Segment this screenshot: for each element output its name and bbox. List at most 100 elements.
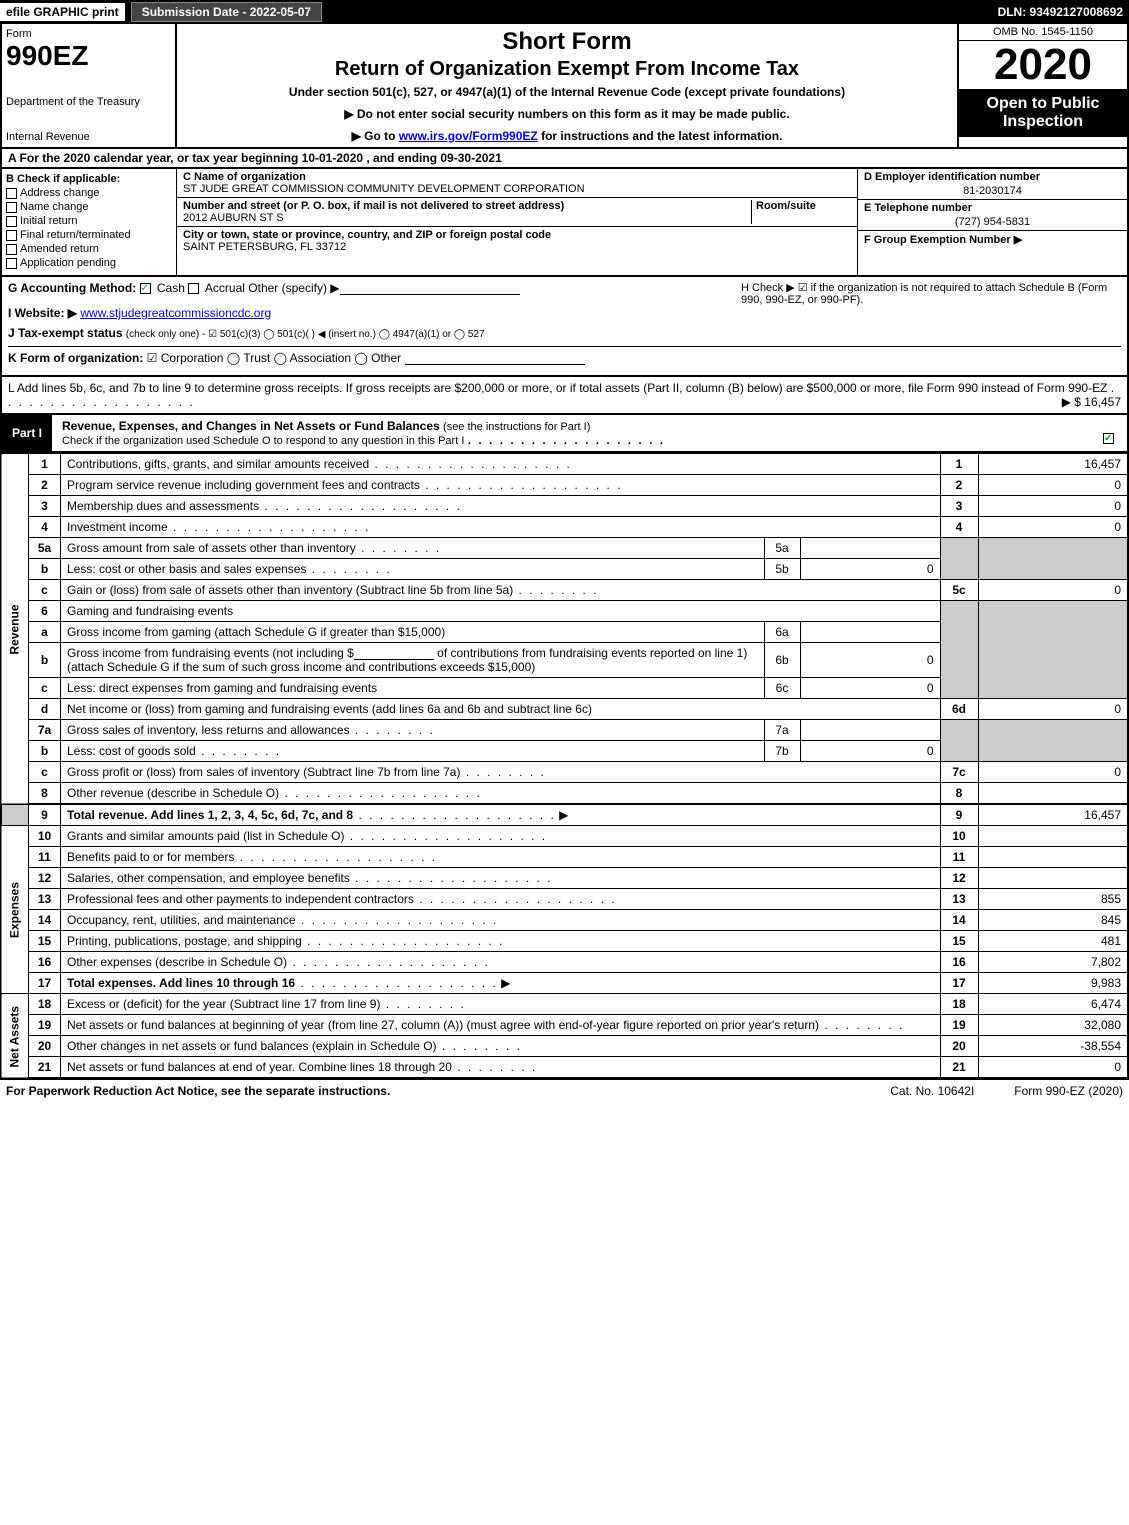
- chk-initial-return[interactable]: Initial return: [6, 215, 172, 227]
- table-row: 20 Other changes in net assets or fund b…: [1, 1036, 1128, 1057]
- ein-value: 81-2030174: [864, 185, 1121, 197]
- line-13-value: 855: [978, 889, 1128, 910]
- table-row: 7a Gross sales of inventory, less return…: [1, 720, 1128, 741]
- note-goto: ▶ Go to www.irs.gov/Form990EZ for instru…: [181, 129, 953, 143]
- line-6b-value: 0: [800, 643, 940, 678]
- irs-link[interactable]: www.irs.gov/Form990EZ: [399, 129, 538, 143]
- note-ssn: ▶ Do not enter social security numbers o…: [181, 107, 953, 121]
- omb-number: OMB No. 1545-1150: [959, 24, 1127, 41]
- netassets-section-label: Net Assets: [1, 994, 29, 1079]
- chk-name-change[interactable]: Name change: [6, 201, 172, 213]
- line-k: K Form of organization: ☑ Corporation ◯ …: [8, 346, 1121, 365]
- efile-label: efile GRAPHIC print: [0, 3, 125, 21]
- table-row: 5a Gross amount from sale of assets othe…: [1, 538, 1128, 559]
- line-7b-value: 0: [800, 741, 940, 762]
- table-row: 15 Printing, publications, postage, and …: [1, 931, 1128, 952]
- line-2-value: 0: [978, 475, 1128, 496]
- chk-application-pending[interactable]: Application pending: [6, 257, 172, 269]
- table-row: 16 Other expenses (describe in Schedule …: [1, 952, 1128, 973]
- table-row: 21 Net assets or fund balances at end of…: [1, 1057, 1128, 1079]
- chk-address-change[interactable]: Address change: [6, 187, 172, 199]
- line-8-value: [978, 783, 1128, 805]
- line-5a-value: [800, 538, 940, 559]
- org-city-row: City or town, state or province, country…: [177, 227, 857, 255]
- org-street: 2012 AUBURN ST S: [183, 212, 284, 224]
- org-street-row: Number and street (or P. O. box, if mail…: [177, 198, 857, 227]
- line-5c-value: 0: [978, 580, 1128, 601]
- table-row: 17 Total expenses. Add lines 10 through …: [1, 973, 1128, 994]
- dept-irs: Internal Revenue: [6, 131, 171, 143]
- other-specify-blank[interactable]: [340, 281, 520, 295]
- line-19-value: 32,080: [978, 1015, 1128, 1036]
- chk-amended-return[interactable]: Amended return: [6, 243, 172, 255]
- table-row: 13 Professional fees and other payments …: [1, 889, 1128, 910]
- header-right: OMB No. 1545-1150 2020 Open to Public In…: [957, 24, 1127, 147]
- table-row: c Gross profit or (loss) from sales of i…: [1, 762, 1128, 783]
- line-6c-value: 0: [800, 678, 940, 699]
- table-row: 19 Net assets or fund balances at beginn…: [1, 1015, 1128, 1036]
- ein-row: D Employer identification number 81-2030…: [858, 169, 1127, 200]
- table-row: Revenue 1 Contributions, gifts, grants, …: [1, 454, 1128, 475]
- tax-year: 2020: [959, 41, 1127, 89]
- table-row: 11 Benefits paid to or for members 11: [1, 847, 1128, 868]
- line-j: J Tax-exempt status (check only one) - ☑…: [8, 326, 1121, 340]
- line-3-value: 0: [978, 496, 1128, 517]
- open-public: Open to Public Inspection: [959, 89, 1127, 137]
- title-return: Return of Organization Exempt From Incom…: [181, 58, 953, 81]
- chk-cash[interactable]: [140, 283, 151, 294]
- table-row: Expenses 10 Grants and similar amounts p…: [1, 826, 1128, 847]
- line-11-value: [978, 847, 1128, 868]
- table-row: Net Assets 18 Excess or (deficit) for th…: [1, 994, 1128, 1015]
- line-h: H Check ▶ ☑ if the organization is not r…: [741, 281, 1121, 306]
- col-b-checkboxes: B Check if applicable: Address change Na…: [2, 169, 177, 275]
- top-bar: efile GRAPHIC print Submission Date - 20…: [0, 0, 1129, 24]
- line-10-value: [978, 826, 1128, 847]
- line-14-value: 845: [978, 910, 1128, 931]
- line-20-value: -38,554: [978, 1036, 1128, 1057]
- form-number: 990EZ: [6, 40, 171, 72]
- line-l: L Add lines 5b, 6c, and 7b to line 9 to …: [0, 377, 1129, 415]
- form-header: Form 990EZ Department of the Treasury In…: [0, 24, 1129, 149]
- table-row: 3 Membership dues and assessments 3 0: [1, 496, 1128, 517]
- footer-left: For Paperwork Reduction Act Notice, see …: [6, 1084, 390, 1098]
- line-4-value: 0: [978, 517, 1128, 538]
- submission-date: Submission Date - 2022-05-07: [131, 2, 322, 22]
- line-21-value: 0: [978, 1057, 1128, 1079]
- header-center: Short Form Return of Organization Exempt…: [177, 24, 957, 147]
- lines-g-to-k: G Accounting Method: Cash Accrual Other …: [0, 277, 1129, 377]
- table-row: 14 Occupancy, rent, utilities, and maint…: [1, 910, 1128, 931]
- col-c-org-info: C Name of organization ST JUDE GREAT COM…: [177, 169, 857, 275]
- line-7a-value: [800, 720, 940, 741]
- line-g: G Accounting Method: Cash Accrual Other …: [8, 281, 520, 300]
- phone-value: (727) 954-5831: [864, 216, 1121, 228]
- table-row: 4 Investment income 4 0: [1, 517, 1128, 538]
- dept-treasury: Department of the Treasury: [6, 96, 171, 108]
- dln: DLN: 93492127008692: [998, 5, 1129, 19]
- part-1-header: Part I Revenue, Expenses, and Changes in…: [0, 415, 1129, 453]
- footer-cat-no: Cat. No. 10642I: [890, 1084, 974, 1098]
- chk-accrual[interactable]: [188, 283, 199, 294]
- line-12-value: [978, 868, 1128, 889]
- revenue-section-label: Revenue: [1, 454, 29, 805]
- website-link[interactable]: www.stjudegreatcommissioncdc.org: [80, 306, 271, 320]
- line-5b-value: 0: [800, 559, 940, 580]
- under-section: Under section 501(c), 527, or 4947(a)(1)…: [181, 85, 953, 99]
- table-row: 2 Program service revenue including gove…: [1, 475, 1128, 496]
- chk-final-return[interactable]: Final return/terminated: [6, 229, 172, 241]
- row-a-tax-year: A For the 2020 calendar year, or tax yea…: [0, 149, 1129, 169]
- table-row: c Gain or (loss) from sale of assets oth…: [1, 580, 1128, 601]
- page-footer: For Paperwork Reduction Act Notice, see …: [0, 1079, 1129, 1102]
- line-1-value: 16,457: [978, 454, 1128, 475]
- part-1-table: Revenue 1 Contributions, gifts, grants, …: [0, 453, 1129, 1079]
- line-15-value: 481: [978, 931, 1128, 952]
- line-16-value: 7,802: [978, 952, 1128, 973]
- org-city: SAINT PETERSBURG, FL 33712: [183, 241, 346, 253]
- line-18-value: 6,474: [978, 994, 1128, 1015]
- org-name-row: C Name of organization ST JUDE GREAT COM…: [177, 169, 857, 198]
- line-6d-value: 0: [978, 699, 1128, 720]
- table-row: d Net income or (loss) from gaming and f…: [1, 699, 1128, 720]
- line-7c-value: 0: [978, 762, 1128, 783]
- chk-schedule-o[interactable]: [1103, 433, 1114, 444]
- table-row: 8 Other revenue (describe in Schedule O)…: [1, 783, 1128, 805]
- line-17-value: 9,983: [978, 973, 1128, 994]
